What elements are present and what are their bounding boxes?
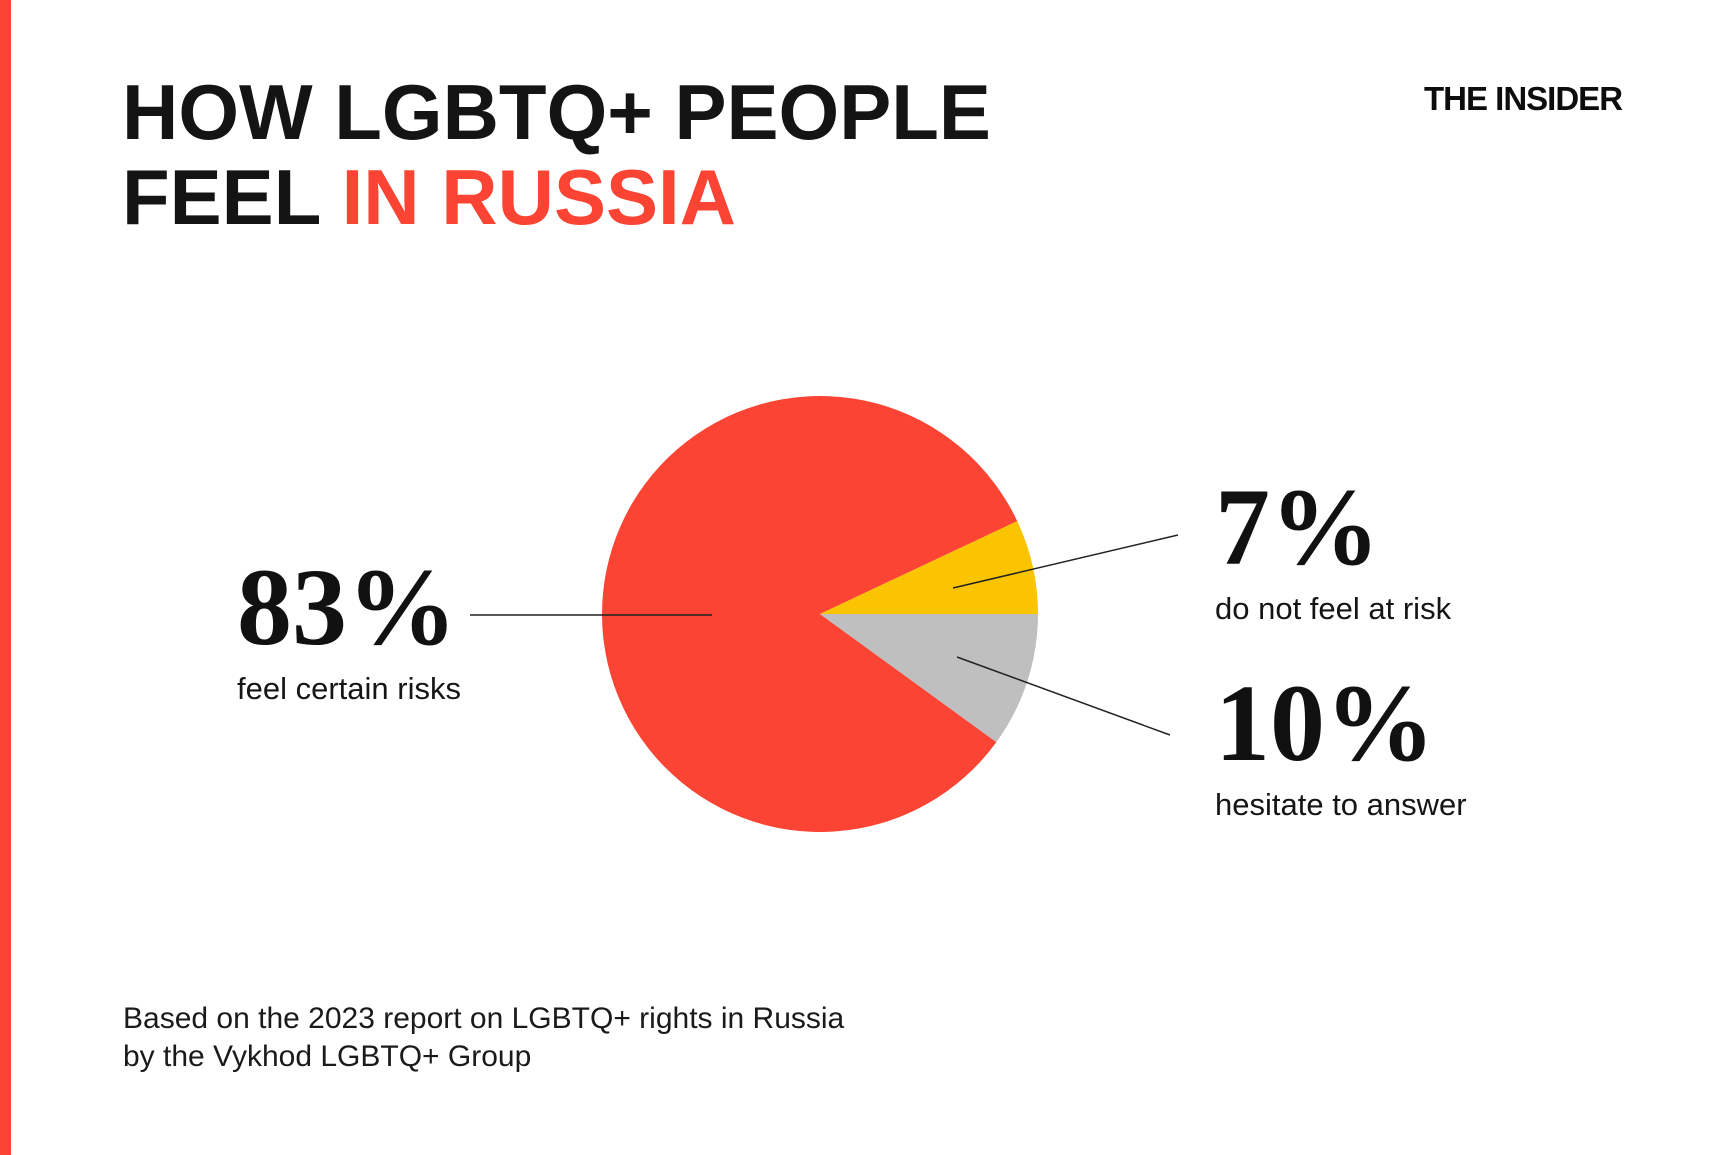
stat-label-83: feel certain risks xyxy=(237,671,461,706)
leader-line-10-percent xyxy=(956,656,1171,736)
stat-value-10: 10% xyxy=(1215,662,1435,784)
callout-10-percent: 10% hesitate to answer xyxy=(1215,668,1467,822)
stat-label-7: do not feel at risk xyxy=(1215,591,1452,626)
stat-value-7: 7% xyxy=(1215,466,1380,588)
source-line1: Based on the 2023 report on LGBTQ+ right… xyxy=(123,1002,845,1035)
leader-line-7-percent xyxy=(952,534,1179,589)
brand-logo: THE INSIDER xyxy=(1424,80,1623,117)
pie-slice-do-not-feel-at-risk xyxy=(820,521,1038,614)
title-line2-highlight: IN RUSSIA xyxy=(341,153,736,242)
leader-lines xyxy=(470,534,1179,736)
title-line1: HOW LGBTQ+ PEOPLE xyxy=(122,68,991,156)
page-title: HOW LGBTQ+ PEOPLE FEEL IN RUSSIA xyxy=(122,68,991,242)
pie-slice-hesitate-to-answer xyxy=(820,614,1038,743)
pie-slice-feel-certain-risks xyxy=(602,396,1018,833)
callout-83-percent: 83% feel certain risks xyxy=(237,552,461,706)
callout-7-percent: 7% do not feel at risk xyxy=(1215,472,1451,626)
stat-label-10: hesitate to answer xyxy=(1215,787,1467,822)
title-line2-prefix: FEEL xyxy=(122,153,342,242)
source-note: Based on the 2023 report on LGBTQ+ right… xyxy=(123,1000,844,1076)
pie-slices xyxy=(602,396,1038,833)
left-accent-bar xyxy=(0,0,11,1155)
stat-value-83: 83% xyxy=(237,546,457,668)
source-line2: by the Vykhod LGBTQ+ Group xyxy=(123,1040,532,1073)
